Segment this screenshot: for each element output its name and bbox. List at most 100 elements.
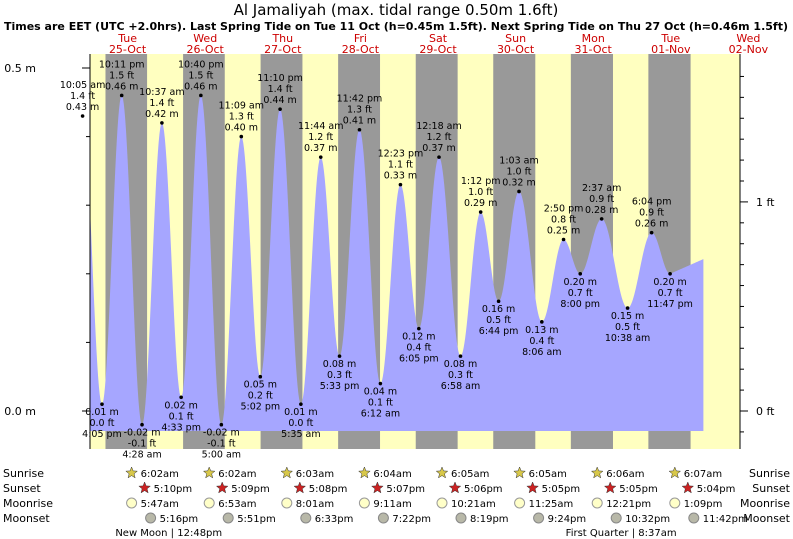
row-label-left: Moonset <box>3 512 50 525</box>
extreme-time: 11:44 am <box>298 121 343 132</box>
extreme-feet: 1.3 ft <box>229 112 254 123</box>
moonrise-time: 10:21am <box>451 499 496 510</box>
extreme-point <box>140 422 144 427</box>
day-label-date: 25-Oct <box>109 43 147 56</box>
extreme-feet: 0.0 ft <box>288 418 313 429</box>
extreme-feet: 1.0 ft <box>506 166 531 177</box>
extreme-feet: 1.2 ft <box>308 132 333 143</box>
extreme-meters: 0.43 m <box>66 102 99 113</box>
extreme-feet: 1.4 ft <box>268 84 293 95</box>
extreme-point <box>540 320 544 324</box>
extreme-time: 11:10 pm <box>257 73 303 84</box>
sunrise-icon <box>668 466 682 479</box>
extreme-meters: 0.33 m <box>384 171 417 182</box>
day-label-dow: Sun <box>505 32 526 45</box>
moon-phase-label: New Moon | 12:48pm <box>115 528 222 539</box>
extreme-meters: 0.01 m <box>284 407 317 418</box>
extreme-meters: 0.20 m <box>653 277 686 288</box>
extreme-point <box>668 272 672 276</box>
day-label-date: 28-Oct <box>342 43 380 56</box>
chart-title: Al Jamaliyah (max. tidal range 0.50m 1.6… <box>234 1 559 19</box>
day-label-dow: Wed <box>193 32 217 45</box>
moonset-icon <box>688 512 700 524</box>
extreme-time: 4:33 pm <box>161 422 201 433</box>
extreme-feet: 1.5 ft <box>109 70 134 81</box>
extreme-time: 1:12 pm <box>461 176 501 187</box>
moonrise-icon <box>591 497 603 509</box>
day-label-dow: Thu <box>271 32 293 45</box>
moonrise-icon <box>358 497 370 509</box>
extreme-time: 5:02 pm <box>240 402 280 413</box>
extreme-time: 4:05 pm <box>82 429 122 440</box>
moonset-time: 11:42pm <box>703 514 748 525</box>
extreme-point <box>299 402 303 406</box>
extreme-feet: 0.0 ft <box>89 418 114 429</box>
day-labels: Tue25-OctWed26-OctThu27-OctFri28-OctSat2… <box>109 32 769 56</box>
extreme-point <box>378 381 383 386</box>
extreme-point <box>258 374 263 379</box>
moonset-time: 8:19pm <box>470 514 509 525</box>
extreme-feet: 1.4 ft <box>149 98 174 109</box>
sunset-icon <box>603 481 617 494</box>
moonset-icon <box>455 512 467 524</box>
sunset-time: 5:09pm <box>231 484 270 495</box>
extreme-feet: 0.1 ft <box>368 398 393 409</box>
extreme-feet: 0.9 ft <box>589 194 614 205</box>
extreme-meters: 0.20 m <box>564 277 597 288</box>
moonrise-time: 1:09pm <box>684 499 723 510</box>
day-label-dow: Wed <box>736 32 760 45</box>
extreme-point <box>437 155 441 159</box>
extreme-meters: -0.02 m <box>203 428 240 439</box>
extreme-point <box>357 127 362 132</box>
sunset-icon <box>371 481 384 494</box>
extreme-point <box>337 354 342 358</box>
sunset-icon <box>681 481 695 494</box>
extreme-meters: 0.29 m <box>464 198 497 209</box>
extreme-time: 10:05 am <box>60 80 105 91</box>
extreme-feet: 1.0 ft <box>468 187 493 198</box>
extreme-point <box>119 93 124 98</box>
sunrise-time: 6:07am <box>684 469 722 480</box>
extreme-time: 1:03 am <box>499 155 538 166</box>
moon-phase-label: First Quarter | 8:37am <box>566 528 677 539</box>
moonrise-time: 8:01am <box>296 499 334 510</box>
extreme-meters: 0.25 m <box>547 226 580 237</box>
extreme-feet: 0.7 ft <box>658 288 683 299</box>
sunrise-icon <box>513 466 526 479</box>
extreme-meters: 0.15 m <box>611 311 644 322</box>
extreme-meters: 0.46 m <box>184 81 217 92</box>
extreme-time: 10:40 pm <box>178 59 224 70</box>
row-label-right: Moonset <box>743 512 790 525</box>
moonset-time: 7:22pm <box>392 514 431 525</box>
sunrise-icon <box>280 466 294 479</box>
extreme-meters: 0.32 m <box>502 177 535 188</box>
extreme-point <box>100 402 104 406</box>
extreme-point <box>599 217 604 221</box>
extreme-feet: 0.9 ft <box>639 208 664 219</box>
extreme-feet: -0.1 ft <box>128 439 157 450</box>
sunset-icon <box>448 481 462 494</box>
extreme-time: 2:37 am <box>582 183 621 194</box>
extreme-meters: 0.05 m <box>244 380 277 391</box>
extreme-time: 10:37 am <box>139 87 184 98</box>
sunset-time: 5:05pm <box>542 484 581 495</box>
row-label-left: Moonrise <box>3 497 53 510</box>
extreme-point <box>417 326 421 331</box>
day-label-dow: Tue <box>660 32 680 45</box>
extreme-time: 12:18 am <box>416 121 461 132</box>
moonrise-icon <box>281 497 293 509</box>
extreme-time: 4:28 am <box>122 450 161 461</box>
extreme-meters: 0.37 m <box>422 143 455 154</box>
extreme-point <box>478 210 483 214</box>
day-label-date: 31-Oct <box>575 43 613 56</box>
row-label-right: Sunrise <box>749 467 790 480</box>
astro-table: Sunrise Sunrise Sunset Sunset Moonrise Moonri… <box>3 466 791 539</box>
extreme-meters: 0.12 m <box>402 332 435 343</box>
extreme-point <box>179 395 183 400</box>
extreme-time: 11:09 am <box>219 101 264 112</box>
moonrise-time: 6:53am <box>218 499 256 510</box>
extreme-feet: 1.5 ft <box>188 70 213 81</box>
extreme-meters: 0.08 m <box>444 359 477 370</box>
tide-curve <box>90 95 704 432</box>
